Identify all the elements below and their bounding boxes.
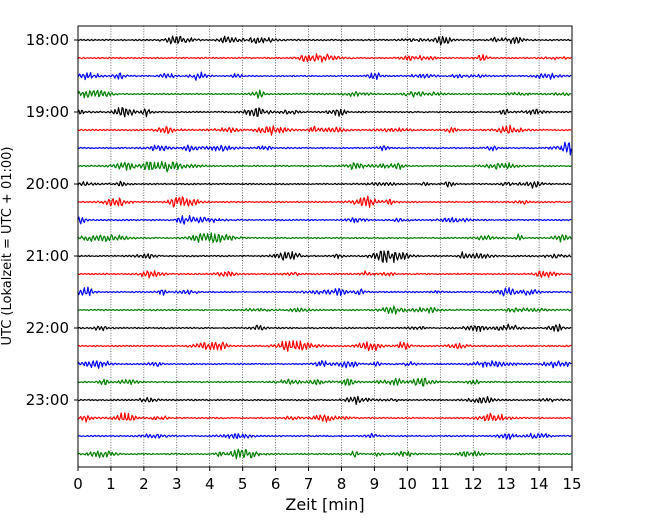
x-tick-label: 10	[398, 475, 417, 493]
seismogram-trace-row	[77, 215, 572, 225]
seismogram-trace-row	[77, 270, 572, 279]
seismogram-traces	[77, 35, 572, 460]
x-axis-ticks: 0 1 2 3 4 5 6 7 8 9 10 11 12 13 14 15	[73, 467, 582, 493]
seismogram-trace-row	[77, 432, 572, 440]
seismogram-trace-row	[77, 53, 572, 63]
x-tick-label: 13	[497, 475, 516, 493]
seismogram-trace-row	[77, 35, 572, 46]
x-tick-label: 11	[431, 475, 450, 493]
x-tick-label: 14	[530, 475, 549, 493]
seismogram-trace-row	[77, 360, 572, 369]
seismogram-trace-row	[77, 323, 572, 333]
y-axis-label: UTC (Lokalzeit = UTC + 01:00)	[0, 147, 15, 346]
seismogram-trace-row	[77, 107, 572, 118]
x-gridlines	[110, 26, 540, 467]
x-tick-label: 12	[464, 475, 483, 493]
x-tick-label: 9	[370, 475, 380, 493]
seismogram-trace-row	[77, 395, 572, 405]
seismogram-trace-row	[77, 250, 572, 264]
x-tick-label: 6	[271, 475, 281, 493]
seismogram-trace-row	[77, 195, 572, 209]
x-tick-label: 8	[337, 475, 347, 493]
x-tick-label: 4	[205, 475, 215, 493]
seismogram-trace-row	[77, 339, 572, 352]
seismogram-trace-row	[77, 160, 572, 173]
y-tick-label: 20:00	[26, 175, 69, 193]
seismogram-trace-row	[77, 141, 572, 156]
y-tick-label: 22:00	[26, 319, 69, 337]
x-axis-label: Zeit [min]	[285, 495, 364, 514]
x-tick-label: 5	[238, 475, 248, 493]
seismogram-trace-row	[77, 89, 572, 99]
seismogram-trace-row	[77, 71, 572, 81]
seismogram-trace-row	[77, 305, 572, 315]
seismogram-trace-row	[77, 232, 572, 243]
y-axis-ticks: 18:00 19:00 20:00 21:00 22:00 23:00	[26, 31, 78, 409]
x-tick-label: 15	[562, 475, 581, 493]
y-tick-label: 21:00	[26, 247, 69, 265]
y-tick-label: 18:00	[26, 31, 69, 49]
y-tick-label: 23:00	[26, 391, 69, 409]
seismogram-trace-row	[77, 286, 572, 297]
x-tick-label: 0	[73, 475, 83, 493]
seismogram-trace-row	[77, 412, 572, 423]
seismogram-trace-row	[77, 448, 572, 460]
plot-background	[78, 26, 572, 467]
seismogram-trace-row	[77, 124, 572, 136]
x-tick-label: 1	[106, 475, 116, 493]
x-tick-label: 2	[139, 475, 149, 493]
seismogram-trace-row	[77, 377, 572, 387]
x-tick-label: 7	[304, 475, 314, 493]
y-tick-label: 19:00	[26, 103, 69, 121]
x-tick-label: 3	[172, 475, 182, 493]
plot-frame	[77, 25, 573, 468]
seismogram-trace-row	[77, 180, 572, 189]
